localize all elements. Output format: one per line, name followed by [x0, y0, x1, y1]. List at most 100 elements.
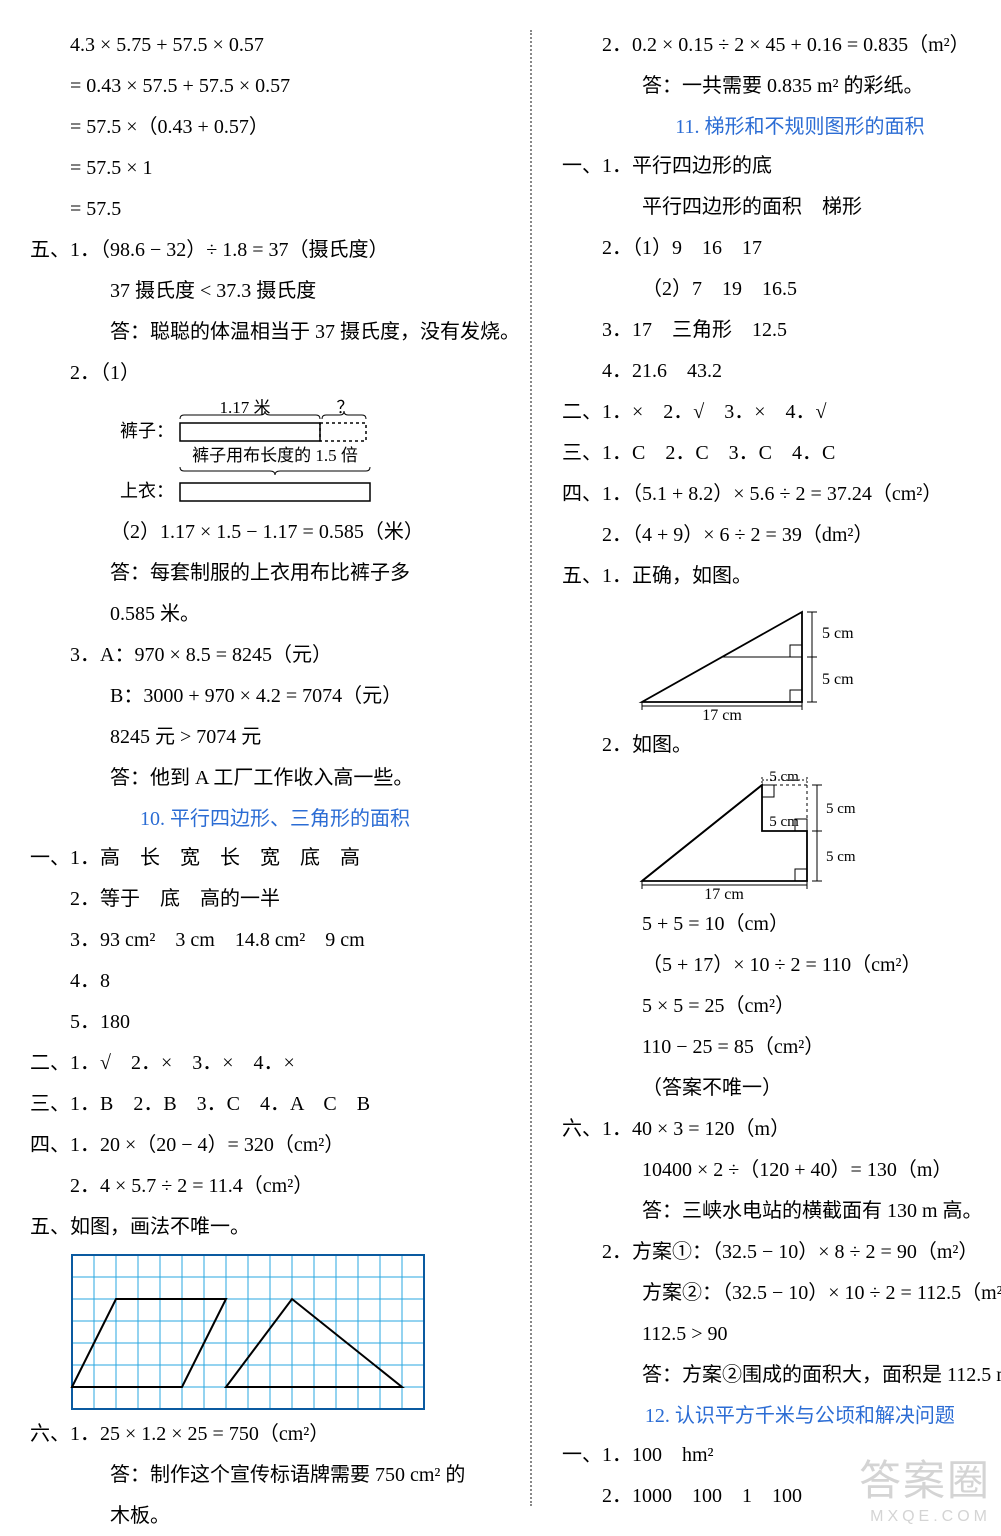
- section-label: 三、: [562, 442, 602, 464]
- answer-text: 1．B 2．B 3．C 4．A C B: [70, 1093, 370, 1115]
- q3: 3．A：970 × 8.5 = 8245（元）: [30, 640, 520, 671]
- section-label: 五、: [562, 565, 602, 587]
- answer-text: 1．× 2．√ 3．× 4．√: [602, 401, 827, 423]
- q-num: 1．: [70, 239, 100, 261]
- answer-text: 2．（1）9 16 17: [562, 233, 1001, 264]
- answer-text: 1．√ 2．× 3．× 4．×: [70, 1052, 295, 1074]
- dim-label: 5 cm: [826, 849, 856, 865]
- section-label: 六、: [30, 1423, 70, 1445]
- answer-text: 1．（5.1 + 8.2）× 5.6 ÷ 2 = 37.24（cm²）: [602, 483, 942, 505]
- section-five: 五、1．（98.6 − 32）÷ 1.8 = 37（摄氏度）: [30, 235, 520, 266]
- section-label: 二、: [562, 401, 602, 423]
- answer-text: 如图，画法不唯一。: [70, 1216, 250, 1238]
- dim-label: 17 cm: [702, 707, 742, 722]
- q2: 2．（1）: [30, 358, 520, 389]
- answer-text: 112.5 > 90: [562, 1319, 1001, 1350]
- answer-text: 5 × 5 = 25（cm²）: [562, 991, 1001, 1022]
- eq-line: = 57.5 ×（0.43 + 0.57）: [30, 112, 520, 143]
- left-column: 4.3 × 5.75 + 57.5 × 0.57 = 0.43 × 57.5 +…: [0, 0, 530, 1536]
- answer-text: 2．1000 100 1 100: [562, 1481, 1001, 1512]
- answer-text: 答：制作这个宣传标语牌需要 750 cm² 的: [30, 1460, 520, 1491]
- answer-text: A：970 × 8.5 = 8245（元）: [100, 644, 332, 666]
- answer-text: 4．8: [30, 966, 520, 997]
- s10-two: 二、1．√ 2．× 3．× 4．×: [30, 1048, 520, 1079]
- answer-text: 4．21.6 43.2: [562, 356, 1001, 387]
- answer-text: 37 摄氏度 < 37.3 摄氏度: [30, 276, 520, 307]
- answer-text: 1．平行四边形的底: [602, 155, 772, 177]
- answer-text: 0.585 米。: [30, 599, 520, 630]
- bar-diagram-svg: 1.17 米 ？ 裤子： 裤子用布长度的 1.5 倍 上衣：: [110, 399, 410, 509]
- section-label: 五、: [30, 1216, 70, 1238]
- answer-text: （5 + 17）× 10 ÷ 2 = 110（cm²）: [562, 950, 1001, 981]
- section-label: 四、: [30, 1134, 70, 1156]
- dim-label: 5 cm: [822, 625, 854, 642]
- grid-figure: [70, 1253, 520, 1411]
- answer-text: 1．25 × 1.2 × 25 = 750（cm²）: [70, 1423, 329, 1445]
- answer-text: （答案不唯一）: [562, 1073, 1001, 1104]
- s11-six: 六、1．40 × 3 = 120（m）: [562, 1114, 1001, 1145]
- section-label: 一、: [562, 155, 602, 177]
- s12-one: 一、1．100 hm²: [562, 1440, 1001, 1471]
- s10-four: 四、1．20 ×（20 − 4）= 320（cm²）: [30, 1130, 520, 1161]
- s11-five: 五、1．正确，如图。: [562, 561, 1001, 592]
- bar-diagram: 1.17 米 ？ 裤子： 裤子用布长度的 1.5 倍 上衣：: [110, 399, 520, 509]
- section-heading-11: 11. 梯形和不规则图形的面积: [562, 112, 1001, 143]
- answer-text: 1．C 2．C 3．C 4．C: [602, 442, 835, 464]
- answer-text: B：3000 + 970 × 4.2 = 7074（元）: [30, 681, 520, 712]
- grid-svg: [70, 1253, 426, 1411]
- answer-text: 答：聪聪的体温相当于 37 摄氏度，没有发烧。: [30, 317, 520, 348]
- dim-label: 17 cm: [704, 886, 744, 901]
- section-label: 一、: [30, 847, 70, 869]
- answer-text: 2．等于 底 高的一半: [30, 884, 520, 915]
- mid-label: 裤子用布长度的 1.5 倍: [192, 446, 358, 465]
- section-label: 三、: [30, 1093, 70, 1115]
- answer-text: 2．（4 + 9）× 6 ÷ 2 = 39（dm²）: [562, 520, 1001, 551]
- answer-text: 1．100 hm²: [602, 1444, 714, 1466]
- answer-text: 3．93 cm² 3 cm 14.8 cm² 9 cm: [30, 925, 520, 956]
- answer-text: 答：每套制服的上衣用布比裤子多: [30, 558, 520, 589]
- answer-text: 3．17 三角形 12.5: [562, 315, 1001, 346]
- dim-label: 5 cm: [769, 771, 799, 785]
- answer-text: 答：一共需要 0.835 m² 的彩纸。: [562, 71, 1001, 102]
- triangle-cutout-svg: 5 cm 5 cm 5 cm 5 cm 17 cm: [622, 771, 872, 901]
- s11-four: 四、1．（5.1 + 8.2）× 5.6 ÷ 2 = 37.24（cm²）: [562, 479, 1001, 510]
- answer-text: 1．正确，如图。: [602, 565, 752, 587]
- s10-one: 一、1．高 长 宽 长 宽 底 高: [30, 843, 520, 874]
- section-label: 六、: [562, 1118, 602, 1140]
- answer-text: 2．0.2 × 0.15 ÷ 2 × 45 + 0.16 = 0.835（m²）: [562, 30, 1001, 61]
- dim-label: 5 cm: [769, 814, 799, 830]
- answer-text: 木板。: [30, 1501, 520, 1532]
- eq-line: = 57.5 × 1: [30, 153, 520, 184]
- eq-line: 4.3 × 5.75 + 57.5 × 0.57: [30, 30, 520, 61]
- section-label: 四、: [562, 483, 602, 505]
- q-num: 3．: [70, 644, 100, 666]
- dim-label: 5 cm: [822, 671, 854, 688]
- answer-text: 1．20 ×（20 − 4）= 320（cm²）: [70, 1134, 344, 1156]
- answer-text: 2．方案①：（32.5 − 10）× 8 ÷ 2 = 90（m²）: [562, 1237, 1001, 1268]
- answer-text: 平行四边形的面积 梯形: [562, 192, 1001, 223]
- answer-text: 方案②：（32.5 − 10）× 10 ÷ 2 = 112.5（m²）: [562, 1278, 1001, 1309]
- answer-text: （2）7 19 16.5: [562, 274, 1001, 305]
- s11-three: 三、1．C 2．C 3．C 4．C: [562, 438, 1001, 469]
- part-label: （1）: [100, 362, 140, 384]
- shirt-label: 上衣：: [120, 481, 174, 501]
- q-num: 2．: [70, 362, 100, 384]
- section-label: 五、: [30, 239, 70, 261]
- answer-text: 答：他到 A 工厂工作收入高一些。: [30, 763, 520, 794]
- eq-line: = 0.43 × 57.5 + 57.5 × 0.57: [30, 71, 520, 102]
- answer-text: （2）1.17 × 1.5 − 1.17 = 0.585（米）: [30, 517, 520, 548]
- answer-text: 110 − 25 = 85（cm²）: [562, 1032, 1001, 1063]
- s10-three: 三、1．B 2．B 3．C 4．A C B: [30, 1089, 520, 1120]
- right-column: 2．0.2 × 0.15 ÷ 2 × 45 + 0.16 = 0.835（m²）…: [532, 0, 1001, 1536]
- triangle-svg: 5 cm 5 cm 17 cm: [622, 602, 862, 722]
- s11-two: 二、1．× 2．√ 3．× 4．√: [562, 397, 1001, 428]
- answer-text: 答：三峡水电站的横截面有 130 m 高。: [562, 1196, 1001, 1227]
- answer-text: 2．如图。: [562, 730, 1001, 761]
- section-heading-12: 12. 认识平方千米与公顷和解决问题: [562, 1401, 1001, 1432]
- answer-text: （98.6 − 32）÷ 1.8 = 37（摄氏度）: [100, 239, 389, 261]
- answer-text: 1．40 × 3 = 120（m）: [602, 1118, 790, 1140]
- answer-text: 5 + 5 = 10（cm）: [562, 909, 1001, 940]
- section-label: 二、: [30, 1052, 70, 1074]
- answer-text: 8245 元 > 7074 元: [30, 722, 520, 753]
- answer-text: 1．高 长 宽 长 宽 底 高: [70, 847, 360, 869]
